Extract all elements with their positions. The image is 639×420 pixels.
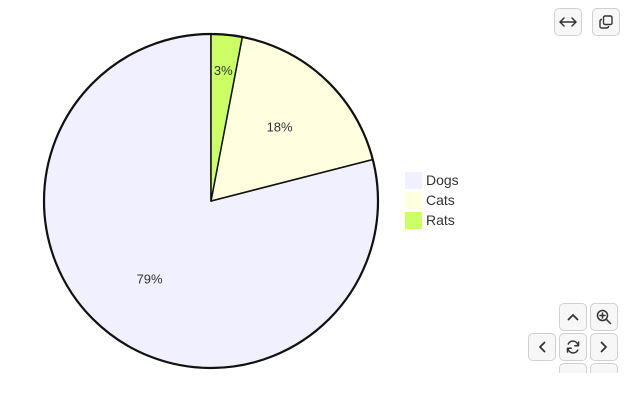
legend-label-cats: Cats [426,192,455,208]
horizontal-arrows-icon [559,17,577,27]
legend-item-cats[interactable]: Cats [405,190,459,210]
pan-right-button[interactable] [590,333,618,361]
pan-left-button[interactable] [528,333,556,361]
legend-label-dogs: Dogs [426,172,459,188]
chevron-left-icon [539,341,546,353]
legend-item-dogs[interactable]: Dogs [405,170,459,190]
slice-label-rats: 3% [214,63,233,78]
chevron-up-icon [567,314,579,321]
zoom-in-icon [596,309,612,325]
pie-outline [42,32,380,370]
legend-swatch-cats [405,191,422,209]
legend-item-rats[interactable]: Rats [405,210,459,230]
legend-swatch-rats [405,211,422,229]
refresh-icon [566,340,580,354]
legend-swatch-dogs [405,171,422,189]
chevron-right-icon [600,341,607,353]
reset-button[interactable] [559,333,587,361]
expand-button[interactable] [554,8,582,36]
pan-up-button[interactable] [559,303,587,331]
copy-button[interactable] [592,8,620,36]
legend-label-rats: Rats [426,212,455,228]
slice-label-dogs: 79% [137,272,163,287]
slice-label-cats: 18% [267,119,293,134]
pan-down-button[interactable] [559,363,587,373]
legend: Dogs Cats Rats [405,170,459,230]
copy-icon [599,15,613,29]
zoom-out-button[interactable] [590,363,618,373]
zoom-in-button[interactable] [590,303,618,331]
